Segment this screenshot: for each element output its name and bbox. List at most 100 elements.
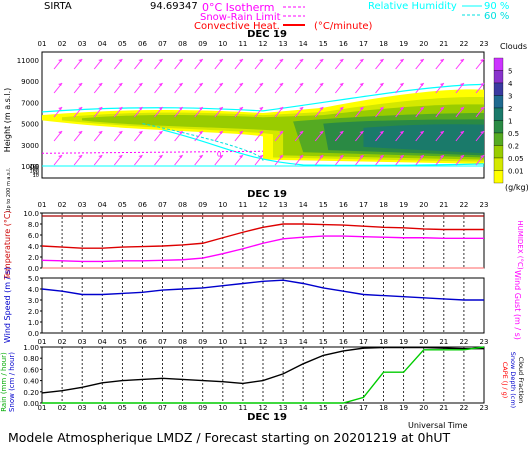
profile-ytick-9000: 9000 — [21, 78, 39, 86]
temperature-ytick-0: 10.0 — [23, 210, 39, 218]
cloud-scale-label-5: 0.5 — [508, 130, 519, 138]
wind-head-07-4 — [158, 155, 163, 158]
wind-series-0 — [41, 279, 484, 301]
bottom-hour-02: 02 — [58, 404, 67, 412]
wind-head-08-1 — [178, 83, 183, 86]
cloud-scale-swatch-2 — [493, 82, 504, 96]
wind-head-10-4 — [218, 155, 223, 158]
top-hour-16: 16 — [339, 40, 348, 48]
station-name: SIRTA — [44, 1, 72, 12]
cloud-scale-label-0: 5 — [508, 68, 512, 76]
mid-hour-02: 02 — [58, 201, 67, 209]
low-hour-16: 16 — [339, 338, 348, 346]
wind-head-13-4 — [279, 155, 284, 158]
cloud-scale-swatch-7 — [493, 145, 504, 159]
top-hour-03: 03 — [78, 40, 87, 48]
wind-head-13-0 — [279, 59, 284, 62]
mid-hour-17: 17 — [359, 201, 368, 209]
low-hour-10: 10 — [218, 338, 227, 346]
bottom-hour-09: 09 — [198, 404, 207, 412]
mid-hour-04: 04 — [98, 201, 107, 209]
bottom-hour-18: 18 — [379, 404, 388, 412]
wind-head-13-1 — [279, 83, 284, 86]
wind-head-03-1 — [78, 83, 83, 86]
top-hour-23: 23 — [480, 40, 489, 48]
mid-hour-06: 06 — [138, 201, 147, 209]
wind-head-22-2 — [459, 107, 464, 110]
temperature-ylabel: Temperature (°C) — [3, 210, 12, 280]
wind-head-10-3 — [218, 131, 223, 134]
legend-rh90: 90 % — [484, 1, 509, 12]
wind-head-19-1 — [399, 83, 404, 86]
wind-head-18-2 — [379, 107, 384, 110]
humidex-ylabel: HUMIDEX (°C) — [516, 220, 524, 269]
wind-head-17-2 — [359, 107, 364, 110]
bottom-hour-05: 05 — [118, 404, 127, 412]
bottom-hour-15: 15 — [319, 404, 328, 412]
wind-head-09-4 — [198, 155, 203, 158]
temperature-series-1 — [41, 235, 484, 263]
bottom-hour-12: 12 — [259, 404, 268, 412]
low-hour-11: 11 — [238, 338, 247, 346]
wind-head-03-0 — [78, 59, 83, 62]
low-hour-03: 03 — [78, 338, 87, 346]
wind-head-10-2 — [218, 107, 223, 110]
wind-head-08-2 — [178, 107, 183, 110]
wind-head-21-1 — [439, 83, 444, 86]
wind-ytick-0: 5.0 — [28, 275, 39, 283]
top-hour-06: 06 — [138, 40, 147, 48]
temperature-ytick-1: 8.0 — [28, 221, 39, 229]
low-hour-08: 08 — [178, 338, 187, 346]
bottom-hour-22: 22 — [459, 404, 468, 412]
low-hour-12: 12 — [259, 338, 268, 346]
bottom-date: DEC 19 — [247, 412, 287, 423]
wind-head-11-2 — [238, 107, 243, 110]
wind-head-04-2 — [98, 107, 103, 110]
snow-ylabel: Snow (cm / hour) — [8, 352, 16, 412]
mid-hour-05: 05 — [118, 201, 127, 209]
top-hour-19: 19 — [399, 40, 408, 48]
wind-head-04-1 — [98, 83, 103, 86]
cloud-scale-swatch-1 — [493, 70, 504, 84]
mid-hour-20: 20 — [419, 201, 428, 209]
wind-head-18-4 — [379, 155, 384, 158]
wind-head-02-4 — [58, 155, 63, 158]
wind-head-23-4 — [480, 155, 484, 158]
low-hour-23: 23 — [480, 338, 489, 346]
precip-ytick-5: 0.00 — [23, 400, 39, 408]
wind-head-02-2 — [58, 107, 63, 110]
low-hour-02: 02 — [58, 338, 67, 346]
top-hour-22: 22 — [459, 40, 468, 48]
mid-hour-23: 23 — [480, 201, 489, 209]
wind-head-19-0 — [399, 59, 404, 62]
cloud-scale-label-3: 2 — [508, 105, 512, 113]
wind-head-06-2 — [138, 107, 143, 110]
wind-head-11-0 — [238, 59, 243, 62]
low-hour-05: 05 — [118, 338, 127, 346]
profile-lowtick-100: 100 — [29, 168, 39, 174]
bottom-hour-23: 23 — [480, 404, 489, 412]
cloud-scale-label-4: 1 — [508, 118, 512, 126]
low-hour-19: 19 — [399, 338, 408, 346]
low-hour-04: 04 — [98, 338, 107, 346]
wind-head-23-3 — [480, 131, 484, 134]
wind-head-12-1 — [259, 83, 263, 86]
wind-head-03-4 — [78, 155, 83, 158]
top-hour-20: 20 — [419, 40, 428, 48]
wind-head-23-2 — [480, 107, 484, 110]
low-hour-14: 14 — [299, 338, 308, 346]
temperature-ytick-5: 0.0 — [28, 265, 39, 273]
bottom-hour-01: 01 — [38, 404, 47, 412]
precip-ytick-1: 0.80 — [23, 355, 39, 363]
wind-head-20-1 — [419, 83, 424, 86]
clouds-unit: (g/kg) — [505, 183, 528, 192]
wind-head-02-0 — [58, 59, 63, 62]
top-date: DEC 19 — [247, 29, 287, 40]
wind-head-15-1 — [319, 83, 324, 86]
low-hour-09: 09 — [198, 338, 207, 346]
legend-isotherm: 0°C Isotherm — [202, 1, 274, 14]
wind-ytick-5: 0.0 — [28, 330, 39, 338]
wind-head-03-3 — [78, 131, 83, 134]
mid-hour-07: 07 — [158, 201, 167, 209]
wind-head-15-2 — [319, 107, 324, 110]
